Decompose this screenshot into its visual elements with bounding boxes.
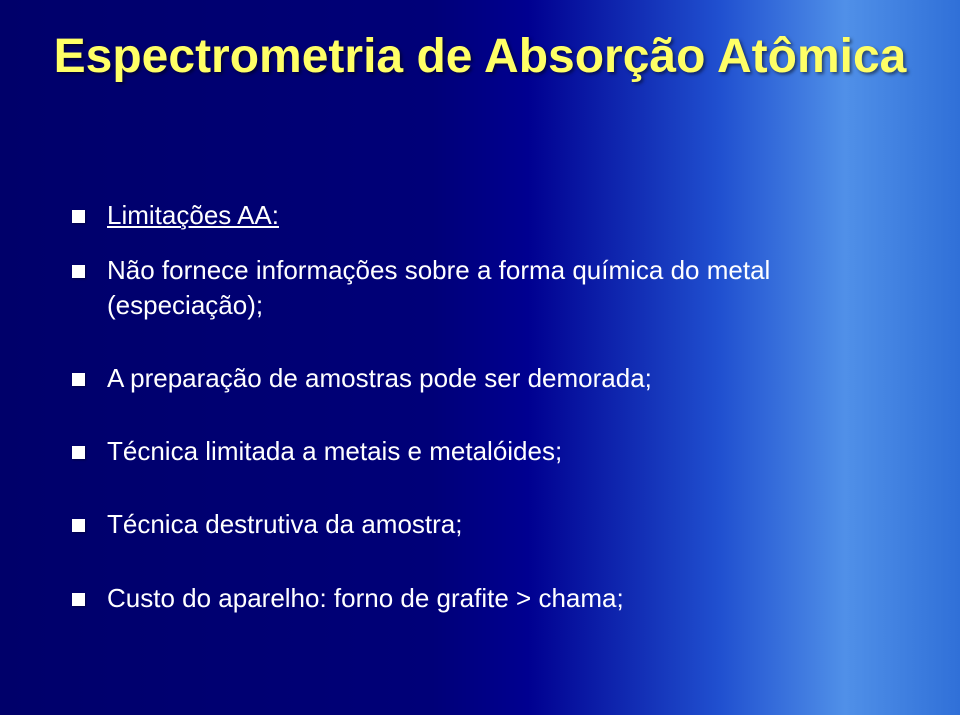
bullet-icon [72,593,85,606]
bullet-text: Técnica destrutiva da amostra; [107,507,900,542]
bullet-icon [72,373,85,386]
bullet-icon [72,265,85,278]
bullet-text: A preparação de amostras pode ser demora… [107,361,900,396]
bullet-icon [72,210,85,223]
bullet-text: Custo do aparelho: forno de grafite > ch… [107,581,900,616]
list-item: Limitações AA: [72,198,900,233]
list-item: A preparação de amostras pode ser demora… [72,361,900,396]
bullet-text: Técnica limitada a metais e metalóides; [107,434,900,469]
bullet-text: Não fornece informações sobre a forma qu… [107,253,900,323]
slide-content: Limitações AA: Não fornece informações s… [72,198,900,654]
bullet-text: Limitações AA: [107,198,900,233]
bullet-icon [72,519,85,532]
list-item: Custo do aparelho: forno de grafite > ch… [72,581,900,616]
slide: Espectrometria de Absorção Atômica Limit… [0,0,960,715]
slide-title: Espectrometria de Absorção Atômica [0,28,960,86]
list-item: Não fornece informações sobre a forma qu… [72,253,900,323]
bullet-icon [72,446,85,459]
list-item: Técnica destrutiva da amostra; [72,507,900,542]
list-item: Técnica limitada a metais e metalóides; [72,434,900,469]
